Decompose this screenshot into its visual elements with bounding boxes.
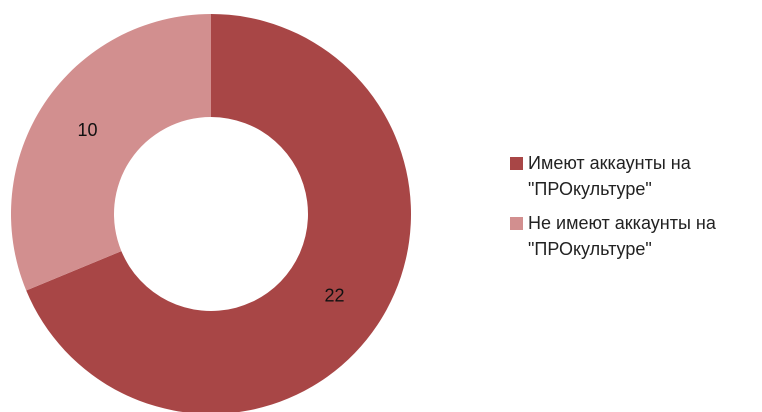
donut-slice-have-accounts xyxy=(26,14,411,412)
legend-item-no-accounts: Не имеют аккаунты на "ПРОкультуре" xyxy=(510,210,760,262)
legend-swatch-have-accounts xyxy=(510,157,523,170)
legend-swatch-no-accounts xyxy=(510,217,523,230)
data-label-have-accounts: 22 xyxy=(324,285,344,305)
legend: Имеют аккаунты на "ПРОкультуре" Не имеют… xyxy=(510,150,760,270)
donut-slice-no-accounts xyxy=(11,14,211,291)
legend-label-no-accounts: Не имеют аккаунты на "ПРОкультуре" xyxy=(528,213,716,259)
legend-item-have-accounts: Имеют аккаунты на "ПРОкультуре" xyxy=(510,150,760,202)
legend-label-have-accounts: Имеют аккаунты на "ПРОкультуре" xyxy=(528,153,691,199)
data-label-no-accounts: 10 xyxy=(78,120,98,140)
